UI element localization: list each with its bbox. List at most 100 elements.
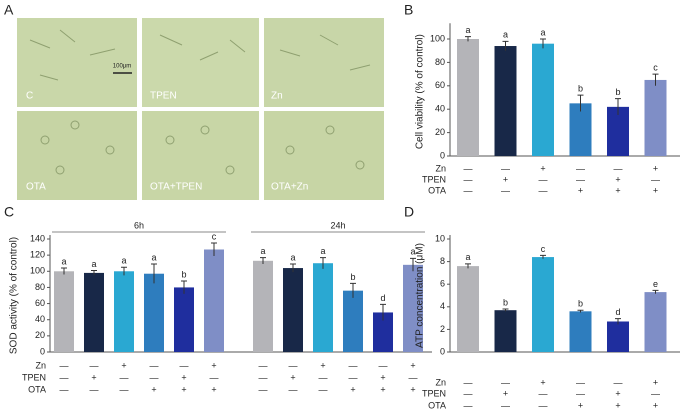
treatment-sign: + <box>540 377 545 387</box>
significance-letter: a <box>91 259 96 269</box>
treatment-sign: — <box>349 372 358 382</box>
significance-letter: a <box>151 252 156 262</box>
error-bar <box>211 242 217 256</box>
significance-letter: b <box>350 272 355 282</box>
treatment-sign: + <box>653 163 658 173</box>
treatment-sign: — <box>259 384 268 394</box>
treatment-sign: — <box>319 372 328 382</box>
treatment-sign: — <box>60 372 69 382</box>
significance-letter: b <box>578 299 583 309</box>
treatment-sign: — <box>539 388 548 398</box>
y-tick-label: 10 <box>435 233 445 243</box>
treatment-sign: — <box>614 163 623 173</box>
treatment-sign: + <box>211 360 216 370</box>
significance-letter: a <box>121 256 126 266</box>
treatment-sign: + <box>410 384 415 394</box>
bar <box>532 43 554 156</box>
y-tick-label: 80 <box>35 282 45 292</box>
bar <box>457 266 479 352</box>
y-tick-label: 2 <box>440 324 445 334</box>
error-bar <box>380 303 386 321</box>
group-label: 6h <box>134 220 144 230</box>
treatment-sign: — <box>501 400 510 410</box>
error-bar <box>290 263 296 273</box>
scale-bar-label: 100μm <box>113 64 131 70</box>
bar <box>569 103 592 156</box>
significance-letter: b <box>615 87 620 97</box>
treatment-sign: + <box>211 384 216 394</box>
error-bar <box>151 263 157 284</box>
treatment-label: Zn <box>35 360 46 370</box>
bar <box>283 268 303 352</box>
y-tick-label: 0 <box>440 346 445 356</box>
treatment-sign: — <box>539 400 548 410</box>
bar <box>114 271 134 352</box>
y-tick-label: 6 <box>440 279 445 289</box>
treatment-sign: + <box>540 163 545 173</box>
error-bar <box>181 280 187 294</box>
bar <box>313 263 333 352</box>
error-bar <box>465 36 471 42</box>
y-tick-label: 8 <box>440 256 445 266</box>
treatment-sign: + <box>615 185 620 195</box>
treatment-sign: + <box>503 388 508 398</box>
panel-label: B <box>404 2 413 18</box>
cells <box>29 29 371 175</box>
y-tick-label: 40 <box>35 314 45 324</box>
significance-letter: a <box>410 247 415 257</box>
y-tick-label: 40 <box>435 104 445 114</box>
bar <box>494 46 517 156</box>
bar <box>373 312 393 352</box>
treatment-sign: + <box>320 360 325 370</box>
bar <box>343 290 363 352</box>
treatment-sign: + <box>350 384 355 394</box>
bar <box>253 260 273 352</box>
y-tick-label: 60 <box>35 298 45 308</box>
treatment-sign: — <box>120 372 129 382</box>
significance-letter: a <box>260 246 265 256</box>
treatment-sign: — <box>349 360 358 370</box>
significance-letter: a <box>320 246 325 256</box>
treatment-label: OTA <box>428 400 446 410</box>
treatment-sign: — <box>614 377 623 387</box>
bar <box>84 272 104 352</box>
treatment-sign: + <box>181 384 186 394</box>
y-tick-label: 20 <box>35 330 45 340</box>
treatment-sign: — <box>379 360 388 370</box>
treatment-sign: + <box>410 360 415 370</box>
treatment-sign: — <box>464 377 473 387</box>
bar <box>204 249 224 352</box>
treatment-sign: — <box>150 372 159 382</box>
error-bar <box>410 257 416 272</box>
treatment-sign: — <box>464 400 473 410</box>
error-bar <box>652 73 659 86</box>
y-tick-label: 80 <box>435 57 445 67</box>
significance-letter: a <box>503 30 508 40</box>
treatment-sign: + <box>91 372 96 382</box>
treatment-sign: — <box>576 388 585 398</box>
panel-label: C <box>4 204 14 220</box>
treatment-sign: — <box>60 384 69 394</box>
error-bar <box>652 289 659 294</box>
treatment-sign: + <box>615 174 620 184</box>
treatment-sign: + <box>653 377 658 387</box>
y-tick-label: 20 <box>435 127 445 137</box>
error-bar <box>502 308 509 312</box>
treatment-sign: — <box>180 360 189 370</box>
treatment-sign: — <box>150 360 159 370</box>
micrograph <box>264 18 384 107</box>
treatment-sign: + <box>653 400 658 410</box>
group-label: 24h <box>330 220 345 230</box>
y-tick-label: 100 <box>430 33 445 43</box>
bar <box>457 39 479 156</box>
image-label: OTA+Zn <box>271 182 308 193</box>
treatment-sign: — <box>289 360 298 370</box>
bar <box>644 292 667 352</box>
treatment-sign: — <box>60 360 69 370</box>
significance-letter: c <box>653 62 658 72</box>
error-bar <box>320 257 326 269</box>
error-bar <box>502 40 509 51</box>
y-tick-label: 60 <box>435 80 445 90</box>
error-bar <box>615 98 621 116</box>
bar <box>403 264 423 352</box>
